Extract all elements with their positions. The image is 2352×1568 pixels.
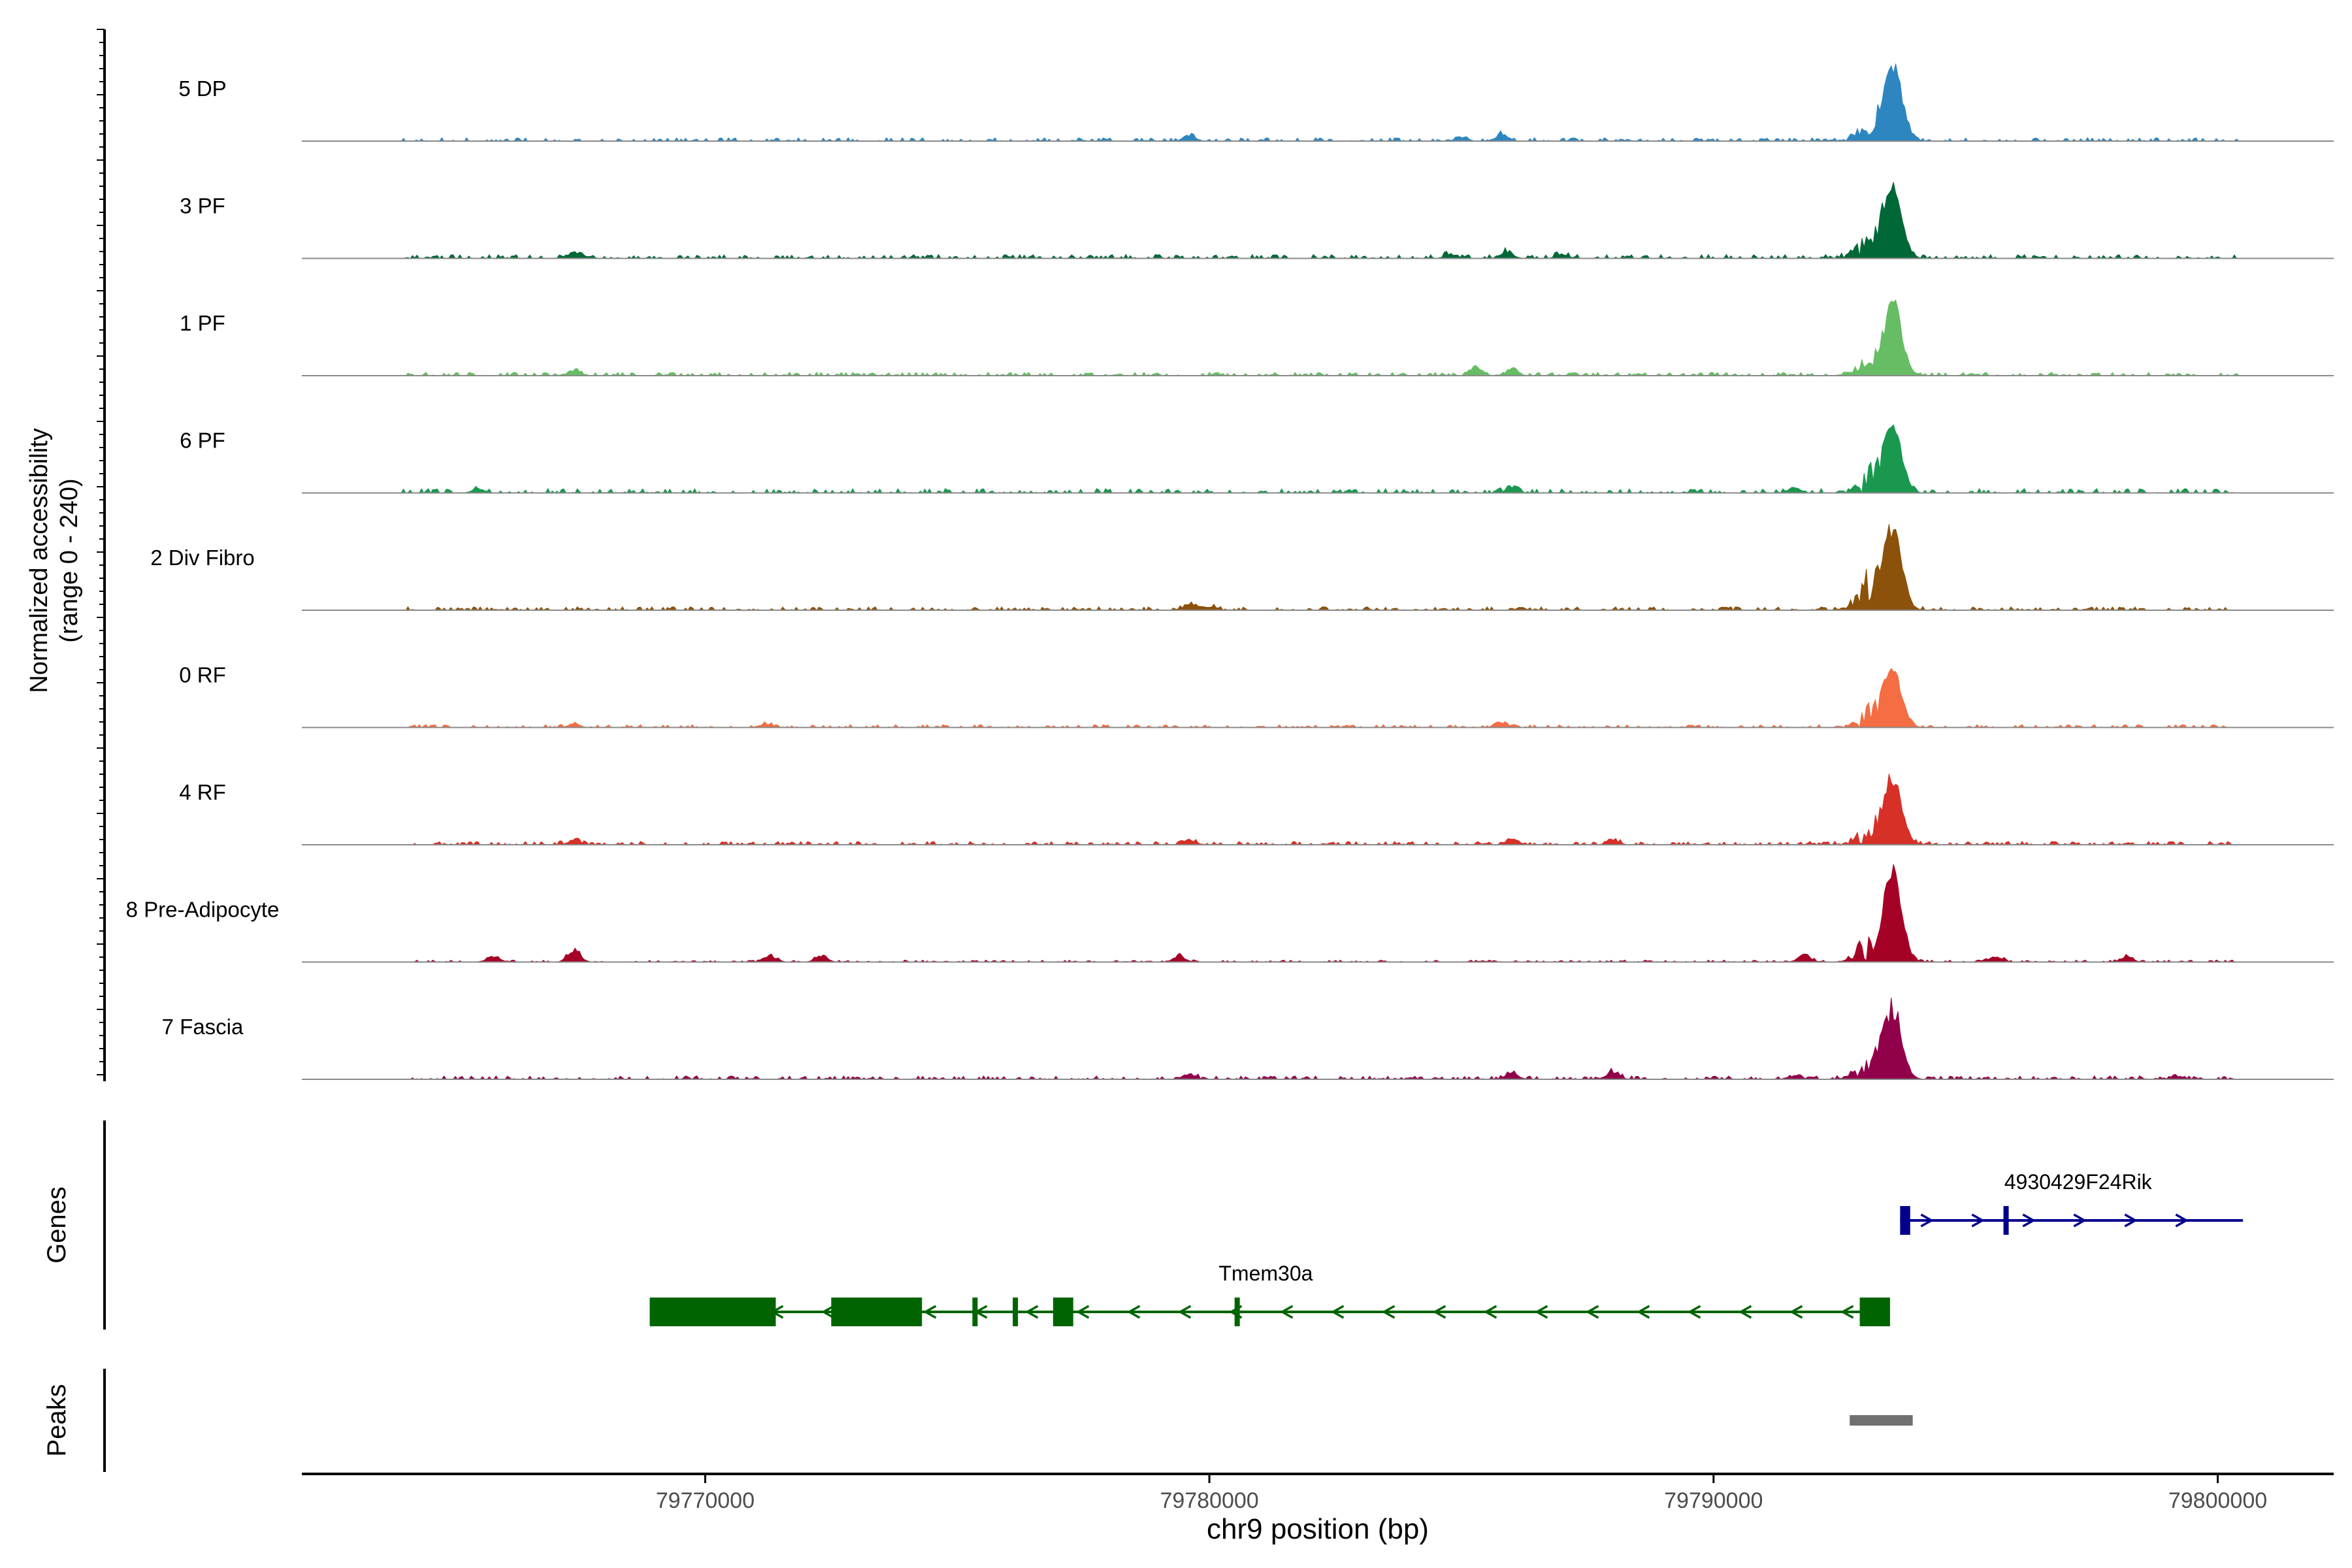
coverage-tracks: 5 DP 3 PF 1 PF 6 PF 2 Div Fibro 0 RF 4 RF 8 Pre…: [126, 63, 2334, 1080]
track-label: 5 DP: [178, 76, 226, 101]
gene-exon: [2003, 1206, 2009, 1235]
gene-exon: [1234, 1298, 1240, 1326]
strand-arrow: [1075, 1305, 1090, 1319]
gene-exon: [1053, 1298, 1073, 1326]
x-ticks: 79770000 79780000 79790000 79800000: [656, 1474, 2267, 1513]
x-tick-label: 79790000: [1664, 1488, 1763, 1513]
track-3-pf: 3 PF: [180, 182, 2334, 259]
strand-arrow: [923, 1305, 937, 1319]
coverage-area: [302, 524, 2334, 611]
strand-arrow: [1534, 1305, 1548, 1319]
strand-arrow: [1636, 1305, 1650, 1319]
gene-exon: [972, 1298, 978, 1326]
strand-arrow: [1585, 1305, 1599, 1319]
strand-arrow: [1330, 1305, 1345, 1319]
gene-exon: [1859, 1298, 1890, 1326]
coverage-area: [302, 864, 2334, 963]
track-label: 0 RF: [179, 663, 226, 687]
coverage-area: [302, 63, 2334, 142]
strand-arrow: [2124, 1213, 2138, 1228]
strand-arrow: [1483, 1305, 1497, 1319]
strand-arrow: [1279, 1305, 1294, 1319]
strand-arrow: [1687, 1305, 1701, 1319]
track-label: 7 Fascia: [162, 1015, 244, 1039]
strand-arrow: [2022, 1213, 2036, 1228]
peaks-label: Peaks: [42, 1384, 71, 1456]
track-label: 3 PF: [180, 194, 225, 218]
track-label: 4 RF: [179, 780, 226, 804]
strand-arrow: [1920, 1213, 1934, 1228]
track-2-div-fibro: 2 Div Fibro: [150, 524, 2334, 611]
x-tick-label: 79800000: [2168, 1488, 2267, 1513]
track-label: 2 Div Fibro: [150, 546, 255, 570]
genes-panel: Genes 4930429F24Rik Tmem30a: [42, 1120, 2244, 1330]
strand-arrow: [1381, 1305, 1396, 1319]
strand-arrow: [1432, 1305, 1446, 1319]
track-6-pf: 6 PF: [180, 424, 2334, 495]
gene-4930429F24Rik: 4930429F24Rik: [1900, 1170, 2244, 1235]
coverage-area: [302, 998, 2334, 1080]
strand-arrow: [2175, 1213, 2189, 1228]
strand-arrow: [1971, 1213, 1985, 1228]
coverage-area: [302, 299, 2334, 376]
gene-exon: [649, 1298, 776, 1326]
strand-arrow: [821, 1305, 835, 1319]
x-tick-label: 79770000: [656, 1488, 755, 1513]
x-tick-label: 79780000: [1160, 1488, 1258, 1513]
track-1-pf: 1 PF: [180, 299, 2334, 376]
track-label: 1 PF: [180, 311, 225, 335]
coverage-area: [302, 774, 2334, 845]
strand-arrow: [1738, 1305, 1752, 1319]
gene-exon: [1900, 1206, 1910, 1235]
track-label: 6 PF: [180, 429, 225, 453]
track-5-dp: 5 DP: [178, 63, 2334, 142]
gene-exon: [831, 1298, 923, 1326]
strand-arrow: [1024, 1305, 1039, 1319]
track-label: 8 Pre-Adipocyte: [126, 898, 280, 922]
peaks-panel: Peaks: [42, 1369, 1913, 1472]
track-7-fascia: 7 Fascia: [162, 998, 2334, 1080]
strand-arrow: [1177, 1305, 1192, 1319]
gene-name-label: 4930429F24Rik: [2004, 1170, 2153, 1194]
gene-exon: [1013, 1298, 1019, 1326]
peak-region: [1850, 1415, 1913, 1426]
strand-arrow: [1840, 1305, 1854, 1319]
x-axis-label: chr9 position (bp): [1207, 1513, 1429, 1545]
gene-Tmem30a: Tmem30a: [649, 1262, 1890, 1326]
strand-arrow: [2073, 1213, 2087, 1228]
track-4-rf: 4 RF: [179, 774, 2334, 845]
gene-models: 4930429F24Rik Tmem30a: [649, 1170, 2244, 1326]
strand-arrow: [1789, 1305, 1803, 1319]
y-axis-sublabel: (range 0 - 240): [56, 478, 83, 642]
strand-arrow: [1126, 1305, 1141, 1319]
coverage-area: [302, 668, 2334, 728]
track-8-pre-adipocyte: 8 Pre-Adipocyte: [126, 864, 2334, 963]
peak-regions: [1850, 1415, 1913, 1426]
gene-name-label: Tmem30a: [1218, 1262, 1313, 1285]
coverage-area: [302, 424, 2334, 495]
track-0-rf: 0 RF: [179, 663, 2334, 728]
y-axis-label: Normalized accessibility: [25, 428, 53, 693]
y-axis-accessibility: [97, 29, 106, 1081]
coverage-area: [302, 182, 2334, 259]
x-axis: 79770000 79780000 79790000 79800000 chr9 po…: [302, 1473, 2334, 1545]
genes-label: Genes: [42, 1186, 71, 1264]
